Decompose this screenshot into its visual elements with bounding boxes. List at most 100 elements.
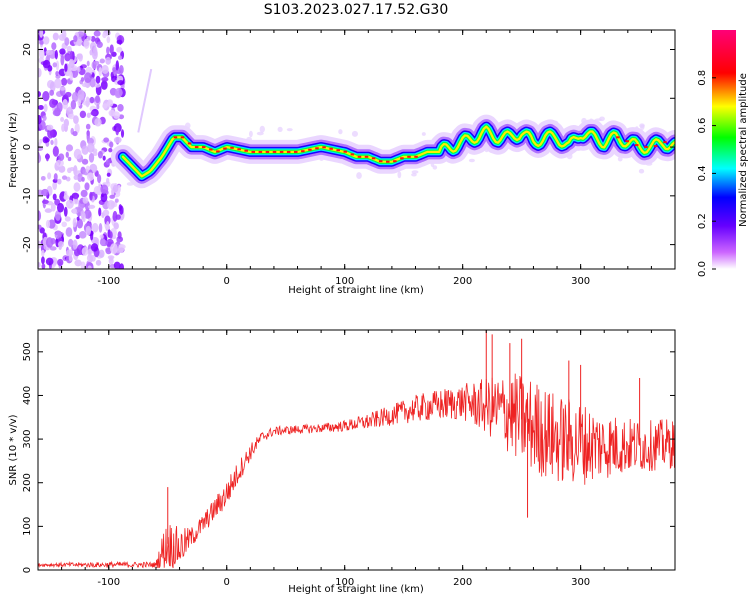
noise-blob [109,44,114,55]
noise-blob [48,219,56,229]
noise-blob [106,177,110,184]
faint-blob [638,168,645,174]
noise-blob [117,80,125,86]
noise-blob [67,238,74,247]
faint-blob [397,171,402,179]
noise-blob [120,83,125,90]
noise-blob [117,55,123,60]
noise-blob [45,153,49,162]
noise-blob [116,69,122,75]
snr-xtick-label: 100 [335,577,354,588]
noise-blob [81,247,89,256]
noise-blob [42,59,51,69]
noise-blob [104,215,111,226]
noise-blob [41,256,45,265]
noise-blob [120,129,125,138]
noise-blob [42,115,47,121]
colorbar-ticks: 0.0 0.2 0.4 0.6 0.8 [697,70,716,277]
noise-blob [49,246,57,251]
snr-ylabel: SNR (10 * v/v) [8,414,19,485]
spectrogram-ytick-label: 10 [22,92,33,105]
noise-blob [64,91,72,98]
colorbar-tick-label: 0.0 [697,261,708,277]
faint-blob [356,172,362,179]
noise-blob [44,137,50,143]
noise-blob [45,237,54,248]
noise-blob [54,230,62,240]
noise-blob [106,172,111,177]
colorbar-tick-label: 0.6 [697,118,708,134]
noise-blob [73,115,79,124]
noise-blob [106,100,114,107]
noise-blob [58,165,66,173]
noise-blob [89,49,93,56]
noise-blob [101,64,109,74]
noise-blob [67,156,72,162]
noise-blob [80,189,88,198]
noise-blob [81,145,89,155]
noise-blob [74,259,82,267]
noise-blob [68,254,73,262]
snr-ytick-label: 500 [22,342,33,361]
noise-blob [96,104,100,110]
noise-blob [83,209,92,219]
noise-blob [73,148,82,160]
noise-blob [87,265,92,269]
noise-blob [89,97,95,104]
spectrogram-xlabel: Height of straight line (km) [288,285,424,296]
noise-blob [43,103,48,113]
noise-blob [118,204,123,211]
snr-xtick-label: 0 [224,577,230,588]
spectrogram-ylabel: Frequency (Hz) [8,112,19,188]
noise-blob [113,261,121,269]
spectrogram-xtick-label: -100 [97,276,120,287]
noise-blob [60,54,65,66]
noise-blob [69,71,73,81]
noise-blob [40,175,46,181]
noise-blob [53,173,58,181]
noise-blob [68,106,72,112]
noise-blob [76,216,80,221]
noise-blob [102,209,110,216]
spectrogram-xtick-label: 0 [224,276,230,287]
colorbar-tick-label: 0.4 [697,165,708,181]
colorbar-tick-label: 0.8 [697,70,708,86]
noise-blob [38,210,42,222]
noise-blob [52,181,58,191]
faint-blob [286,128,293,132]
noise-blob [45,257,54,266]
snr-panel: -100 0 100 200 300 0 100 200 300 400 500 Height of… [8,329,676,595]
noise-blob [71,91,79,103]
noise-blob [56,202,65,213]
faint-blob [421,132,426,136]
noise-blob [38,224,42,230]
noise-blob [64,63,68,73]
noise-blob [110,243,118,255]
noise-blob [85,123,91,130]
noise-blob [86,254,93,263]
noise-blob [103,137,110,143]
noise-blob [86,172,94,181]
noise-blob [38,146,44,152]
noise-blob [109,194,116,199]
noise-blob [106,46,110,55]
faint-blob [468,158,475,163]
noise-blob [42,90,50,102]
noise-blob [56,102,63,113]
snr-ytick-label: 400 [22,386,33,405]
noise-blob [64,37,70,46]
noise-blob [91,222,99,233]
noise-blob [73,182,81,192]
noise-blob [59,86,66,91]
noise-blob [50,202,56,212]
noise-blob [98,249,105,258]
noise-blob [61,30,67,40]
noise-blob [90,243,99,252]
noise-blob [51,42,57,50]
noise-blob [116,46,123,53]
noise-blob [64,53,71,62]
noise-blob [98,66,103,77]
noise-blob [39,30,44,38]
